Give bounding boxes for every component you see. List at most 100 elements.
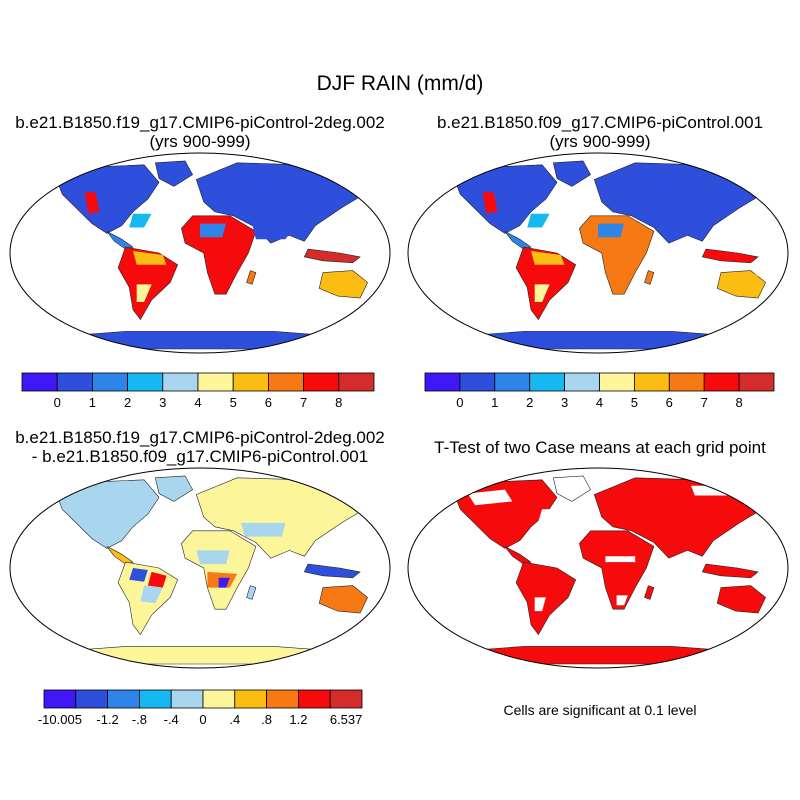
figure-title: DJF RAIN (mm/d) — [316, 72, 484, 95]
map-outline — [9, 152, 391, 354]
land-northAmerica — [452, 164, 558, 234]
colorbar-box — [21, 372, 58, 392]
colorbar-tick-label: .8 — [261, 712, 272, 727]
land-antarctica — [47, 646, 353, 665]
rain-feature-1 — [482, 192, 498, 214]
colorbar-box — [738, 372, 775, 392]
colorbar-box — [564, 372, 600, 392]
colorbar-3: -10.005 -1.2 -.8 -.4 0 .4 .8 1.2 6.537 — [38, 689, 363, 727]
colorbar-box — [303, 372, 340, 392]
colorbar-box — [43, 689, 77, 709]
rain-feature-1 — [84, 192, 100, 214]
colorbar-box — [634, 372, 670, 392]
colorbar-box — [232, 372, 269, 392]
colorbar-box — [267, 372, 304, 392]
rain-feature-2 — [538, 509, 554, 521]
colorbar-box — [266, 689, 299, 709]
land-australia — [716, 585, 766, 614]
panel-1-title-line2: (yrs 900-999) — [149, 132, 251, 151]
rain-feature-1 — [129, 568, 148, 582]
map-panel-3 — [9, 467, 391, 669]
map-panel-4 — [407, 467, 789, 669]
land-southAmerica — [117, 246, 179, 321]
colorbar-tick-label: 3 — [561, 395, 568, 410]
map-outline — [9, 467, 391, 669]
land-madagascar — [246, 270, 257, 285]
map-panel-1 — [9, 152, 391, 354]
rain-feature-4 — [534, 284, 550, 302]
land-indonesia — [701, 563, 759, 579]
colorbar-box — [107, 689, 140, 709]
colorbar-tick-label: 6 — [265, 395, 272, 410]
rain-feature-1 — [467, 489, 513, 506]
map-outline — [407, 152, 789, 354]
panel-2-title-line2: (yrs 900-999) — [549, 132, 651, 151]
land-australia — [318, 270, 368, 299]
rain-feature-3 — [531, 251, 565, 265]
colorbar-box — [329, 689, 363, 709]
land-northAmerica — [54, 164, 160, 234]
land-indonesia — [303, 248, 361, 264]
land-southAmerica — [515, 561, 577, 636]
colorbar-tick-label: -.4 — [164, 712, 179, 727]
land-greenland — [154, 475, 193, 502]
colorbar-box — [127, 372, 164, 392]
rain-feature-2 — [129, 213, 152, 228]
land-africa — [579, 530, 655, 610]
land-northAmerica — [54, 479, 160, 549]
rain-feature-2 — [527, 213, 550, 228]
land-madagascar — [246, 585, 257, 600]
rain-feature-5 — [200, 223, 227, 238]
colorbar-box — [234, 689, 268, 709]
rain-feature-5 — [218, 577, 230, 588]
rain-feature-6 — [252, 223, 294, 240]
colorbar-tick-label: 8 — [735, 395, 742, 410]
rain-feature-4 — [136, 284, 152, 302]
panel-3-title-line1: b.e21.B1850.f19_g17.CMIP6-piControl-2deg… — [15, 428, 385, 447]
colorbar-tick-label: -10.005 — [38, 712, 82, 727]
panel-1-title: b.e21.B1850.f19_g17.CMIP6-piControl-2deg… — [0, 113, 400, 151]
colorbar-tick-label: 7 — [300, 395, 307, 410]
colorbar-box — [338, 372, 375, 392]
land-greenland — [552, 160, 591, 187]
colorbar-tick-label: -1.2 — [96, 712, 118, 727]
colorbar-box — [668, 372, 705, 392]
rain-feature-5 — [598, 223, 625, 238]
rain-feature-7 — [241, 522, 286, 537]
colorbar-box — [197, 372, 234, 392]
panel-4-title-line1: T-Test of two Case means at each grid po… — [434, 438, 766, 457]
panel-3-title: b.e21.B1850.f19_g17.CMIP6-piControl-2deg… — [0, 428, 400, 466]
colorbar-tick-label: 7 — [701, 395, 708, 410]
colorbar-tick-label: 8 — [335, 395, 342, 410]
rain-feature-5 — [534, 597, 546, 612]
rain-feature-3 — [133, 251, 167, 265]
colorbar-tick-label: 4 — [596, 395, 603, 410]
land-southAmerica — [515, 246, 577, 321]
land-antarctica — [445, 331, 751, 350]
significance-note: Cells are significant at 0.1 level — [503, 702, 697, 718]
colorbar-box — [424, 372, 461, 392]
panel-2-title: b.e21.B1850.f09_g17.CMIP6-piControl.001 … — [400, 113, 800, 151]
land-madagascar — [644, 585, 655, 600]
colorbar-tick-label: 3 — [159, 395, 166, 410]
colorbar-box — [56, 372, 93, 392]
rain-feature-6 — [196, 550, 230, 565]
map-outline — [407, 467, 789, 669]
colorbar-tick-label: 6 — [666, 395, 673, 410]
colorbar-tick-label: 2 — [526, 395, 533, 410]
colorbar-box — [494, 372, 531, 392]
colorbar-tick-label: 1 — [491, 395, 498, 410]
land-antarctica — [47, 331, 353, 350]
colorbar-box — [703, 372, 740, 392]
colorbar-tick-label: 5 — [631, 395, 638, 410]
colorbar-tick-label: 4 — [194, 395, 201, 410]
rain-feature-2 — [147, 571, 167, 588]
colorbar-box — [75, 689, 109, 709]
rain-feature-3 — [140, 585, 163, 604]
rain-feature-3 — [605, 556, 636, 563]
colorbar-2: 0 1 2 3 4 5 6 7 8 — [424, 372, 775, 410]
rain-feature-6 — [616, 595, 628, 606]
rain-feature-6 — [732, 272, 759, 285]
colorbar-box — [599, 372, 635, 392]
